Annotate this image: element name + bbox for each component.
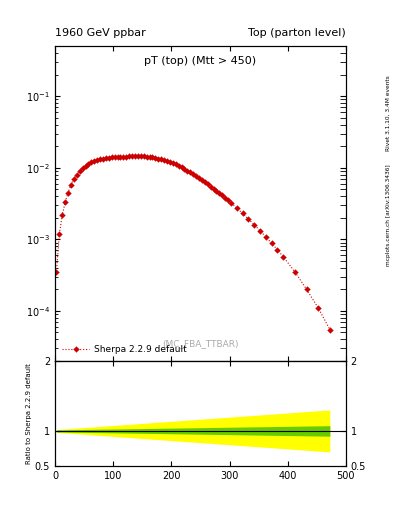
Sherpa 2.2.9 default xyxy=(54,269,59,275)
Sherpa 2.2.9 default xyxy=(124,154,129,160)
Sherpa 2.2.9 default xyxy=(98,156,103,162)
Sherpa 2.2.9 default xyxy=(176,163,181,169)
Sherpa 2.2.9 default xyxy=(269,240,274,246)
Text: Top (parton level): Top (parton level) xyxy=(248,28,346,38)
Sherpa 2.2.9 default xyxy=(173,161,178,167)
Sherpa 2.2.9 default xyxy=(327,327,332,333)
Text: pT (top) (Mtt > 450): pT (top) (Mtt > 450) xyxy=(144,55,257,66)
Y-axis label: Ratio to Sherpa 2.2.9 default: Ratio to Sherpa 2.2.9 default xyxy=(26,363,32,464)
Text: 1960 GeV ppbar: 1960 GeV ppbar xyxy=(55,28,146,38)
Sherpa 2.2.9 default xyxy=(133,153,138,159)
Legend: Sherpa 2.2.9 default: Sherpa 2.2.9 default xyxy=(59,342,189,356)
Text: mcplots.cern.ch [arXiv:1306.3436]: mcplots.cern.ch [arXiv:1306.3436] xyxy=(386,164,391,266)
Line: Sherpa 2.2.9 default: Sherpa 2.2.9 default xyxy=(54,154,332,332)
Text: Rivet 3.1.10, 3.4M events: Rivet 3.1.10, 3.4M events xyxy=(386,75,391,151)
Text: (MC_FBA_TTBAR): (MC_FBA_TTBAR) xyxy=(162,339,239,348)
Sherpa 2.2.9 default xyxy=(101,156,105,162)
